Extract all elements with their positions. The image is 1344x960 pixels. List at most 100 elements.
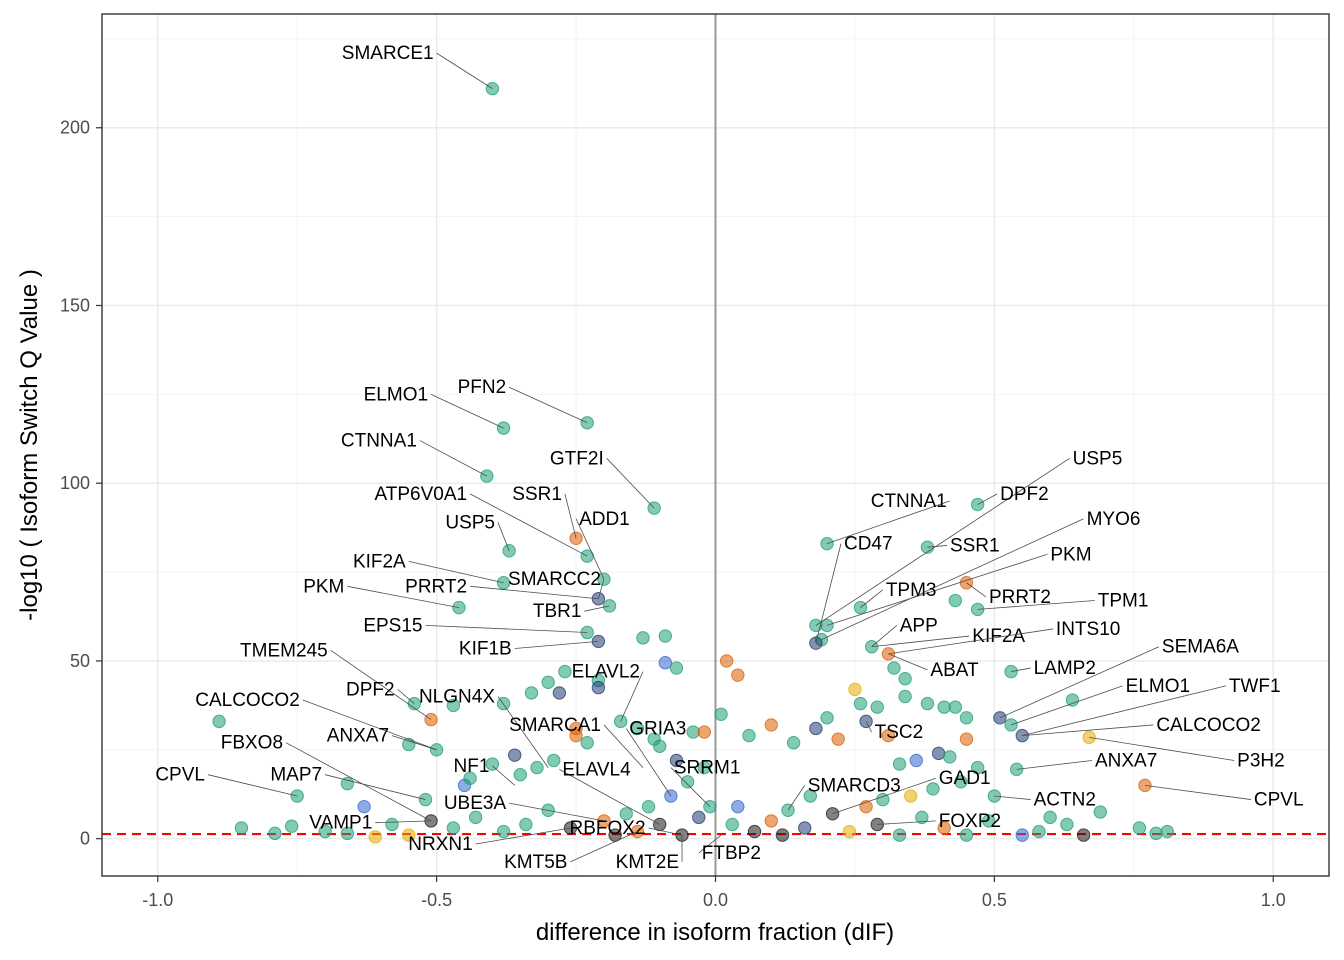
gene-label: USP5	[1073, 448, 1123, 469]
gene-label: VAMP1	[309, 813, 372, 834]
label-leader-line	[497, 522, 510, 551]
data-point	[580, 736, 594, 750]
gene-label: SEMA6A	[1162, 637, 1239, 658]
gene-label: PKM	[303, 576, 344, 597]
gene-label: PFN2	[458, 377, 507, 398]
data-point	[798, 821, 812, 835]
data-point	[931, 746, 946, 761]
data-point	[513, 767, 527, 782]
data-point	[1043, 810, 1057, 825]
data-point	[948, 593, 963, 608]
data-point	[1032, 824, 1046, 839]
data-point	[747, 824, 762, 839]
gene-label: FBXO8	[221, 733, 283, 754]
label-leader-line	[584, 605, 610, 612]
gene-label: GAD1	[939, 768, 991, 789]
gene-label: SSR1	[512, 484, 562, 505]
gene-label: CTNNA1	[871, 491, 947, 512]
gene-label: SMARCD3	[808, 775, 901, 796]
data-point	[881, 728, 896, 743]
x-tick-label: 0.5	[982, 890, 1007, 910]
gene-label: USP5	[445, 512, 495, 533]
data-point	[530, 760, 544, 775]
label-leader-line	[620, 671, 644, 722]
data-point	[731, 799, 745, 814]
gene-label: SRRM1	[674, 758, 741, 779]
label-leader-line	[815, 457, 1070, 626]
data-point	[446, 698, 461, 713]
data-point	[519, 817, 533, 832]
data-point	[937, 821, 951, 835]
data-point	[591, 680, 606, 695]
data-point	[920, 696, 935, 711]
data-point	[848, 682, 862, 697]
gene-label: NLGN4X	[419, 686, 495, 707]
data-point	[954, 775, 968, 789]
label-leader-line	[419, 440, 488, 477]
label-leader-line	[597, 579, 605, 599]
gene-label: CPVL	[155, 765, 205, 786]
gene-label: APP	[900, 615, 938, 636]
label-leader-line	[492, 765, 515, 786]
gene-label: PRRT2	[989, 587, 1051, 608]
label-leader-line	[625, 728, 672, 797]
gene-label: P3H2	[1237, 750, 1285, 771]
data-point	[959, 732, 974, 746]
data-point	[803, 789, 818, 803]
label-leader-line	[860, 589, 884, 608]
data-point	[1160, 824, 1174, 839]
data-point	[697, 760, 712, 775]
reference-lines	[102, 14, 1329, 876]
label-leader-line	[1022, 685, 1226, 736]
data-point	[340, 776, 355, 791]
gene-label: TSC2	[875, 722, 924, 743]
data-point	[831, 732, 845, 746]
data-point	[719, 654, 734, 668]
data-point	[892, 757, 907, 771]
gene-label: ELMO1	[364, 384, 428, 405]
gene-label: KIF2A	[972, 626, 1025, 647]
gene-label: MYO6	[1087, 509, 1141, 530]
label-leader-line	[1011, 667, 1031, 673]
y-axis-title: -log10 ( Isoform Switch Q Value )	[16, 269, 43, 621]
data-point	[508, 748, 522, 762]
label-leader-line	[430, 393, 504, 429]
label-leader-line	[570, 831, 638, 863]
label-leader-line	[871, 635, 970, 648]
data-point	[725, 817, 739, 832]
gene-label: TBR1	[533, 601, 582, 622]
data-point	[402, 737, 416, 752]
gene-label: NF1	[454, 756, 490, 777]
label-leader-line	[469, 493, 588, 557]
label-leader-line	[871, 625, 898, 648]
data-point	[731, 668, 745, 682]
data-point	[541, 675, 555, 689]
y-tick-label: 50	[70, 651, 90, 671]
gene-label: TWF1	[1229, 676, 1281, 697]
data-point	[619, 807, 633, 821]
data-point	[982, 814, 996, 828]
label-leader-line	[497, 696, 549, 768]
data-point	[658, 629, 673, 643]
data-point	[385, 817, 399, 832]
label-leader-line	[1010, 685, 1123, 726]
label-leader-line	[330, 649, 432, 720]
gene-label: CTNNA1	[341, 431, 417, 452]
gene-label: NRXN1	[408, 834, 472, 855]
label-leader-line	[1022, 724, 1154, 736]
x-tick-label: 0.0	[703, 890, 728, 910]
label-leader-line	[285, 742, 432, 822]
label-leader-line	[999, 646, 1160, 719]
label-leader-line	[391, 735, 437, 751]
y-tick-label: 150	[60, 295, 90, 315]
data-point	[446, 821, 461, 835]
label-leader-line	[821, 518, 1084, 640]
label-leader-line	[207, 774, 298, 797]
label-leader-line	[514, 640, 599, 649]
data-point	[1093, 805, 1108, 819]
gene-label: SMARCC2	[508, 569, 601, 590]
x-tick-label: -1.0	[142, 890, 173, 910]
gene-label: ABAT	[930, 660, 979, 681]
label-leader-line	[826, 500, 950, 545]
label-leader-line	[877, 820, 936, 825]
